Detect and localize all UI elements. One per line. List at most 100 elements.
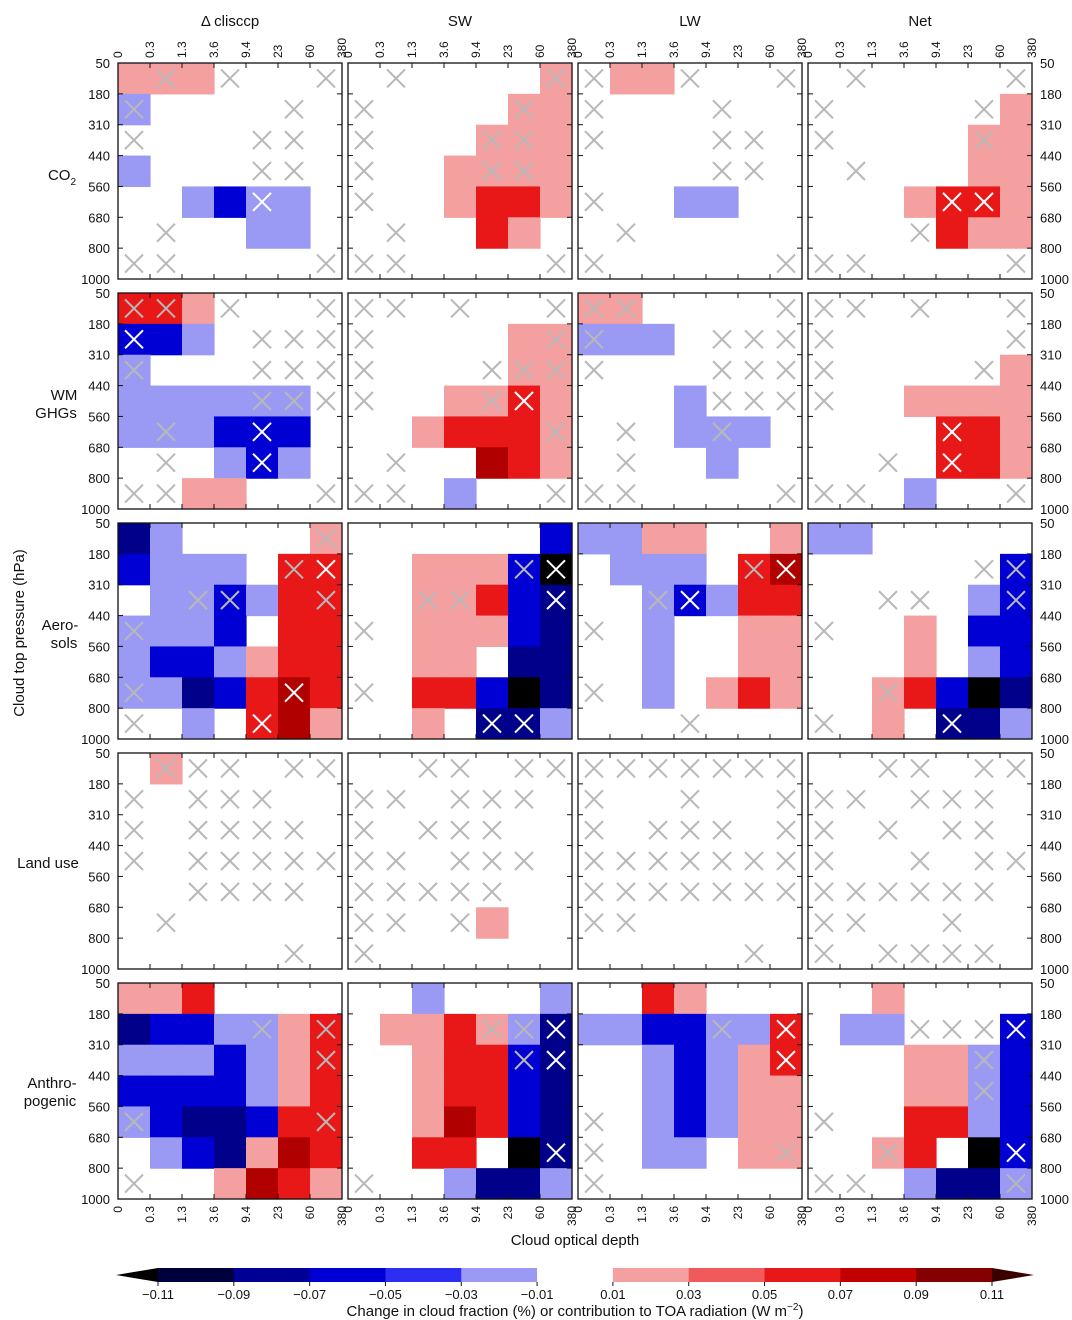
significance-cross [284,161,304,181]
heatmap-cell [476,186,509,218]
significance-cross [910,943,930,964]
significance-cross [744,360,764,380]
x-tick-label: 380 [1025,38,1039,58]
significance-cross [616,758,636,779]
significance-cross [648,820,668,840]
significance-cross [546,1143,566,1163]
significance-cross [776,820,796,840]
y-tick-label: 310 [88,118,110,133]
significance-cross [450,913,470,933]
x-tick-label: 1.3 [405,41,419,58]
heatmap-cell [310,1137,343,1169]
y-tick-label: 50 [96,286,110,301]
x-tick-label: 3.6 [437,41,451,58]
significance-cross [156,453,176,473]
x-tick-label: 0.3 [143,41,157,58]
heatmap-cell [150,523,183,555]
y-tick-label: 180 [1040,777,1062,792]
significance-cross [942,713,962,734]
heatmap-cell [246,646,279,678]
y-tick-label: 680 [1040,440,1062,455]
heatmap-cell [738,1106,771,1138]
heatmap-cell [968,646,1001,678]
panel-1-0 [117,292,343,510]
heatmap-cell [1000,93,1033,126]
significance-cross [354,851,374,871]
significance-cross [316,68,336,89]
heatmap-cell [476,615,509,648]
significance-cross [220,851,240,871]
significance-cross [386,223,406,243]
heatmap-cell [738,1044,771,1077]
column-title: LW [679,13,701,30]
significance-cross [584,1112,604,1132]
significance-cross [482,1019,502,1039]
heatmap-cell [706,1106,739,1138]
y-tick-label: 50 [96,516,110,531]
heatmap-cell [246,1044,279,1077]
significance-cross [546,68,566,89]
heatmap-cell [936,217,969,249]
colorbar-segment [916,1268,993,1282]
heatmap-cell [476,1044,509,1077]
heatmap-cell [936,385,969,418]
y-tick-label: 310 [88,808,110,823]
x-tick-label: 3.6 [667,41,681,58]
significance-cross [878,758,898,779]
heatmap-cell [968,708,1001,740]
significance-cross [188,758,208,779]
heatmap-cell [182,1106,215,1138]
significance-cross [482,391,502,411]
heatmap-cell [968,1168,1001,1200]
y-tick-label: 50 [1040,516,1054,531]
significance-cross [616,913,636,933]
panel-frame [347,292,573,510]
significance-cross [1006,68,1026,89]
significance-cross [942,1019,962,1039]
x-axis-label: Cloud optical depth [511,1232,639,1249]
panel-frame [117,62,343,280]
colorbar-segment [309,1268,386,1282]
heatmap-cell [476,1168,509,1200]
significance-cross [450,851,470,871]
y-tick-label: 800 [1040,1161,1062,1176]
heatmap-cell [540,124,573,157]
x-tick-label: 1.3 [865,1206,879,1223]
significance-cross [680,758,700,779]
colorbar: −0.11 −0.09 −0.07 −0.05 −0.03 −0.01 0.01 0.03 0.… [116,1268,1034,1302]
heatmap-cell [1000,646,1033,678]
x-tick-label: 3.6 [207,41,221,58]
heatmap-cell [444,1106,477,1138]
heatmap-cell [904,646,937,678]
heatmap-cell [214,385,247,418]
significance-cross [354,943,374,964]
heatmap-cell [642,1106,675,1138]
heatmap-cell [540,385,573,418]
significance-cross [584,1173,604,1194]
significance-cross [680,713,700,734]
heatmap-cell [444,646,477,678]
heatmap-cell [476,907,509,939]
heatmap-cell [246,1137,279,1169]
heatmap-cell [182,1137,215,1169]
significance-cross [648,758,668,779]
heatmap-cell [182,1075,215,1108]
significance-cross [846,882,866,902]
panel-frame [117,982,343,1200]
significance-cross [616,422,636,442]
heatmap-cell [380,1013,413,1046]
significance-cross [354,1173,374,1194]
significance-cross [776,882,796,902]
x-tick-label: 3.6 [897,1206,911,1223]
heatmap-cell [310,615,343,648]
panel-frame [117,292,343,510]
significance-cross [878,683,898,703]
colorbar-segment [158,1268,235,1282]
heatmap-cell [738,615,771,648]
y-tick-label: 440 [1040,149,1062,164]
significance-cross [546,1019,566,1039]
heatmap-cell [840,523,873,555]
x-tick-label: 0 [801,51,815,58]
y-tick-label: 800 [88,931,110,946]
colorbar-segment [385,1268,462,1282]
